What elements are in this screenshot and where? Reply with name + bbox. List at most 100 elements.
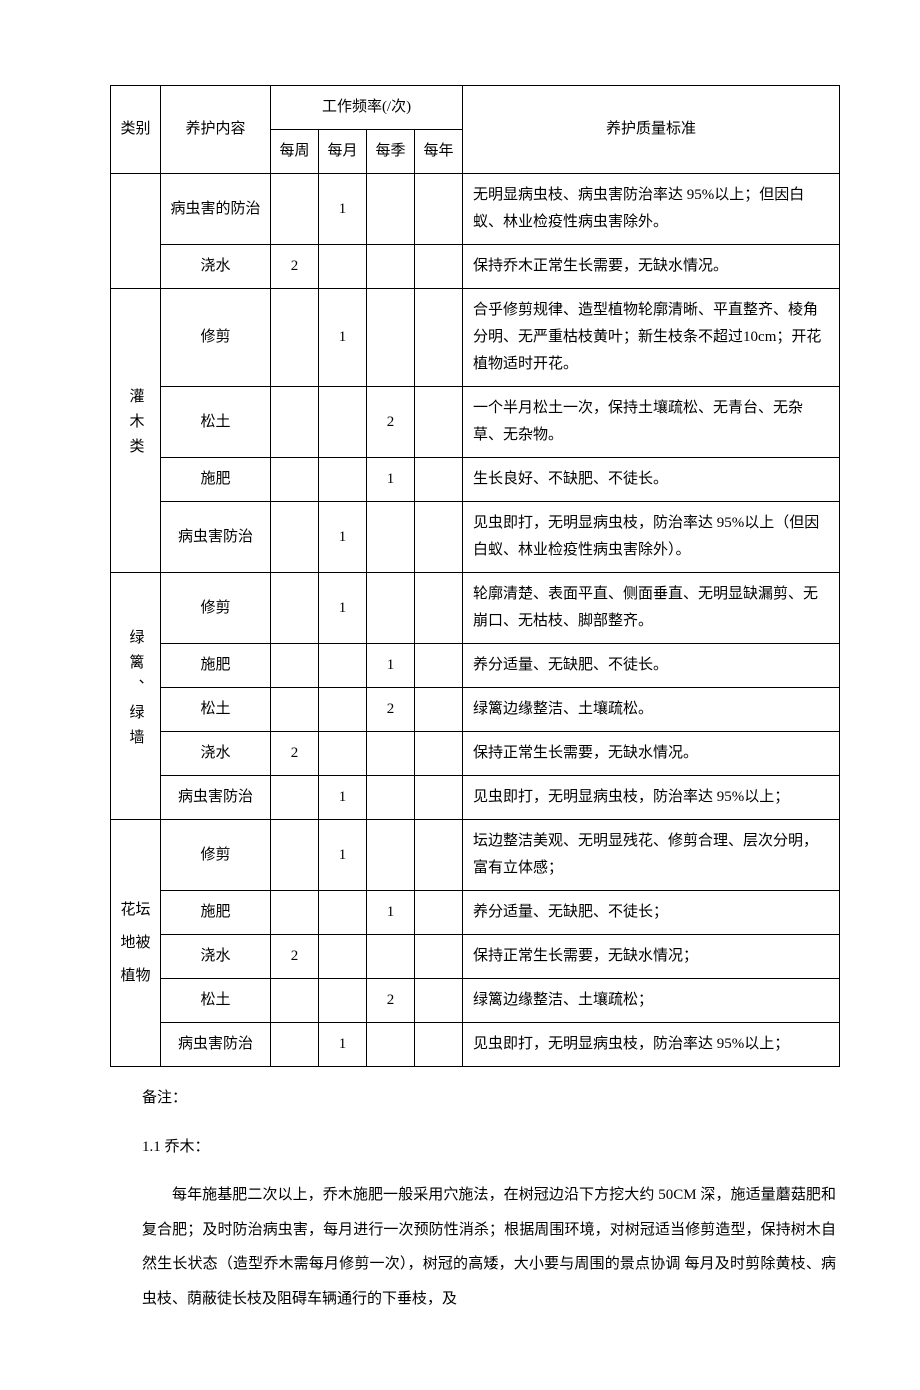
table-row: 施肥1养分适量、无缺肥、不徒长； [111,891,840,935]
freq-cell-quarter: 2 [367,387,415,458]
table-row: 病虫害防治 1 见虫即打，无明显病虫枝，防治率达 95%以上； [111,1023,840,1067]
freq-cell-week [271,688,319,732]
header-category: 类别 [111,86,161,174]
freq-cell-month [319,458,367,502]
content-cell: 修剪 [161,820,271,891]
content-cell: 浇水 [161,935,271,979]
maintenance-table: 类别 养护内容 工作频率(/次) 养护质量标准 每周 每月 每季 每年 病虫害的… [110,85,840,1067]
freq-cell-year [415,935,463,979]
freq-cell-year [415,289,463,387]
table-row: 绿篱、绿墙修剪1轮廓清楚、表面平直、侧面垂直、无明显缺漏剪、无崩口、无枯枝、脚部… [111,573,840,644]
freq-cell-year [415,245,463,289]
freq-cell-week [271,776,319,820]
freq-cell-month: 1 [319,174,367,245]
freq-cell-month: 1 [319,289,367,387]
freq-cell-quarter: 2 [367,688,415,732]
freq-cell-quarter: 1 [367,891,415,935]
freq-cell-year [415,502,463,573]
freq-cell-year [415,174,463,245]
freq-cell-month: 1 [319,502,367,573]
standard-cell: 绿篱边缘整洁、土壤疏松。 [463,688,840,732]
category-cell: 花坛地被植物 [111,820,161,1067]
standard-cell: 养分适量、无缺肥、不徒长。 [463,644,840,688]
remark-label: 备注： [142,1081,840,1116]
freq-cell-year [415,979,463,1023]
freq-cell-week [271,387,319,458]
header-freq-week: 每周 [271,130,319,174]
standard-cell: 保持乔木正常生长需要，无缺水情况。 [463,245,840,289]
content-cell: 修剪 [161,289,271,387]
freq-cell-week: 2 [271,245,319,289]
category-cell: 绿篱、绿墙 [111,573,161,820]
table-row: 浇水2 保持正常生长需要，无缺水情况； [111,935,840,979]
table-row: 花坛地被植物修剪1坛边整洁美观、无明显残花、修剪合理、层次分明，富有立体感； [111,820,840,891]
freq-cell-month: 1 [319,573,367,644]
section-1-body: 每年施基肥二次以上，乔木施肥一般采用穴施法，在树冠边沿下方挖大约 50CM 深，… [142,1178,840,1316]
content-cell: 病虫害防治 [161,1023,271,1067]
header-freq-year: 每年 [415,130,463,174]
standard-cell: 见虫即打，无明显病虫枝，防治率达 95%以上； [463,1023,840,1067]
table-row: 施肥 1 养分适量、无缺肥、不徒长。 [111,644,840,688]
content-cell: 松土 [161,688,271,732]
table-body: 病虫害的防治1无明显病虫枝、病虫害防治率达 95%以上；但因白蚁、林业检疫性病虫… [111,174,840,1067]
freq-cell-month [319,935,367,979]
standard-cell: 一个半月松土一次，保持土壤疏松、无青台、无杂草、无杂物。 [463,387,840,458]
freq-cell-quarter [367,174,415,245]
content-cell: 病虫害防治 [161,502,271,573]
standard-cell: 保持正常生长需要，无缺水情况； [463,935,840,979]
freq-cell-year [415,458,463,502]
freq-cell-quarter [367,573,415,644]
freq-cell-month [319,979,367,1023]
freq-cell-quarter [367,245,415,289]
freq-cell-quarter [367,1023,415,1067]
freq-cell-quarter [367,732,415,776]
table-row: 灌木类修剪1合乎修剪规律、造型植物轮廓清晰、平直整齐、棱角分明、无严重枯枝黄叶；… [111,289,840,387]
content-cell: 病虫害防治 [161,776,271,820]
table-row: 松土2一个半月松土一次，保持土壤疏松、无青台、无杂草、无杂物。 [111,387,840,458]
content-cell: 施肥 [161,891,271,935]
freq-cell-month [319,891,367,935]
freq-cell-year [415,387,463,458]
freq-cell-quarter [367,776,415,820]
freq-cell-week: 2 [271,732,319,776]
standard-cell: 合乎修剪规律、造型植物轮廓清晰、平直整齐、棱角分明、无严重枯枝黄叶；新生枝条不超… [463,289,840,387]
table-row: 松土 2 绿篱边缘整洁、土壤疏松。 [111,688,840,732]
freq-cell-quarter [367,820,415,891]
header-freq-month: 每月 [319,130,367,174]
table-row: 施肥1生长良好、不缺肥、不徒长。 [111,458,840,502]
standard-cell: 坛边整洁美观、无明显残花、修剪合理、层次分明，富有立体感； [463,820,840,891]
freq-cell-month [319,688,367,732]
content-cell: 施肥 [161,644,271,688]
freq-cell-quarter [367,502,415,573]
freq-cell-quarter: 1 [367,458,415,502]
freq-cell-quarter [367,935,415,979]
header-standard: 养护质量标准 [463,86,840,174]
freq-cell-year [415,732,463,776]
freq-cell-month: 1 [319,820,367,891]
freq-cell-month: 1 [319,1023,367,1067]
freq-cell-week [271,1023,319,1067]
standard-cell: 见虫即打，无明显病虫枝，防治率达 95%以上； [463,776,840,820]
standard-cell: 见虫即打，无明显病虫枝，防治率达 95%以上（但因白蚁、林业检疫性病虫害除外）。 [463,502,840,573]
freq-cell-quarter: 1 [367,644,415,688]
standard-cell: 保持正常生长需要，无缺水情况。 [463,732,840,776]
freq-cell-year [415,644,463,688]
freq-cell-year [415,573,463,644]
category-cell: 灌木类 [111,289,161,573]
header-content: 养护内容 [161,86,271,174]
table-row: 病虫害防治1见虫即打，无明显病虫枝，防治率达 95%以上； [111,776,840,820]
standard-cell: 无明显病虫枝、病虫害防治率达 95%以上；但因白蚁、林业检疫性病虫害除外。 [463,174,840,245]
freq-cell-week [271,644,319,688]
category-cell [111,174,161,289]
header-freq-quarter: 每季 [367,130,415,174]
freq-cell-week: 2 [271,935,319,979]
table-row: 浇水2保持正常生长需要，无缺水情况。 [111,732,840,776]
freq-cell-month [319,644,367,688]
freq-cell-week [271,502,319,573]
table-row: 松土2绿篱边缘整洁、土壤疏松； [111,979,840,1023]
freq-cell-year [415,891,463,935]
content-cell: 施肥 [161,458,271,502]
table-row: 病虫害防治 1 见虫即打，无明显病虫枝，防治率达 95%以上（但因白蚁、林业检疫性病… [111,502,840,573]
section-1-title: 1.1 乔木： [142,1130,840,1165]
notes-section: 备注： 1.1 乔木： 每年施基肥二次以上，乔木施肥一般采用穴施法，在树冠边沿下… [110,1081,840,1316]
